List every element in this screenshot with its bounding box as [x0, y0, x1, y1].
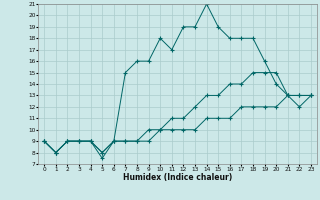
X-axis label: Humidex (Indice chaleur): Humidex (Indice chaleur): [123, 173, 232, 182]
